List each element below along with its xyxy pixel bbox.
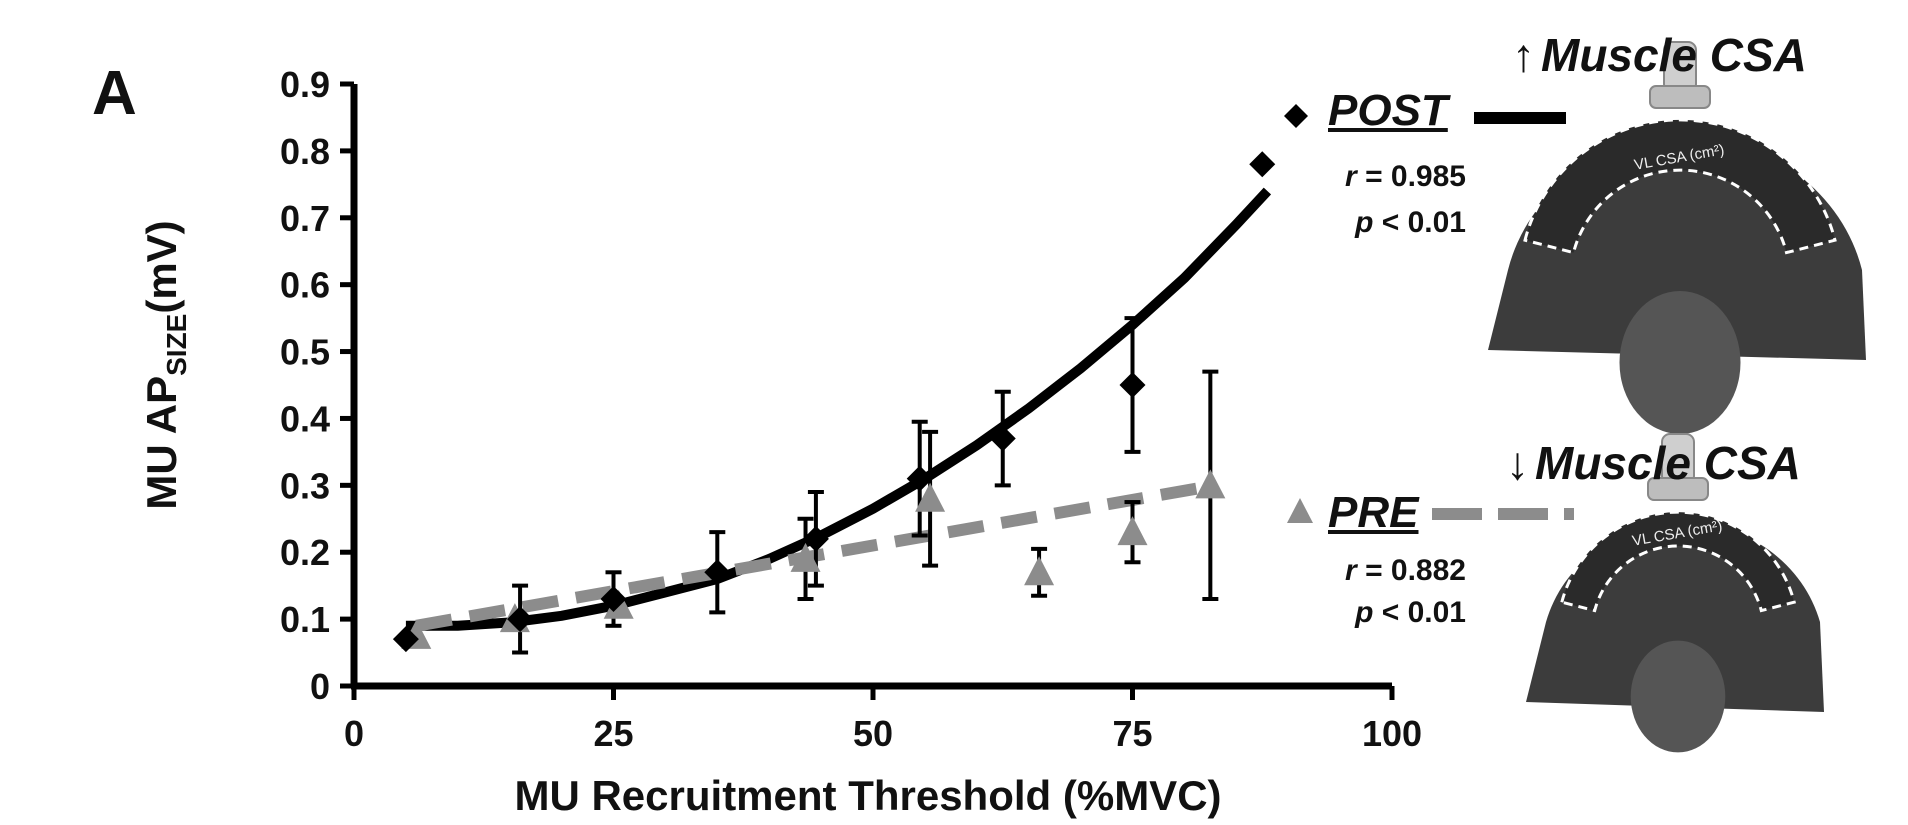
x-tick-label: 75	[1112, 713, 1152, 754]
legend-label-pre: PRE	[1328, 488, 1419, 537]
ultrasound-probe-head	[1647, 477, 1709, 501]
legend	[1284, 104, 1574, 523]
legend-marker-post	[1284, 104, 1308, 128]
data-markers	[392, 151, 1276, 653]
csa-title-text: Muscle CSA	[1541, 29, 1807, 81]
ultrasound-image-up: VL CSA (cm²)	[1488, 41, 1866, 434]
data-point-post	[1249, 151, 1276, 178]
vl-csa-outline	[1559, 510, 1797, 613]
pre-r-stat: r = 0.882	[1345, 554, 1466, 587]
data-point-post	[1119, 372, 1146, 398]
y-tick-label: 0.4	[280, 398, 330, 439]
up-arrow-icon: ↑	[1512, 29, 1535, 81]
y-tick-label: 0.5	[280, 332, 330, 373]
panel-letter: A	[92, 59, 137, 128]
y-tick-label: 0.7	[280, 198, 330, 239]
csa-title-text: Muscle CSA	[1535, 437, 1801, 489]
data-point-post	[600, 586, 627, 613]
y-axis-label: MU APSIZE(mV)	[138, 220, 192, 509]
femur-shadow	[1630, 640, 1726, 753]
data-point-pre	[790, 542, 821, 572]
csa-title-up: ↑ Muscle CSA	[1512, 28, 1807, 82]
ultrasound-probe-head	[1649, 85, 1711, 109]
y-tick-label: 0.2	[280, 532, 330, 573]
x-axis-label: MU Recruitment Threshold (%MVC)	[514, 772, 1221, 819]
y-tick-label: 0.8	[280, 131, 330, 172]
data-point-post	[906, 465, 933, 492]
x-tick-label: 0	[344, 713, 364, 754]
x-tick-label: 25	[593, 713, 633, 754]
ultrasound-image-down: VL CSA (cm²)	[1526, 433, 1824, 753]
post-r-stat: r = 0.985	[1345, 160, 1466, 193]
post-p-stat: p < 0.01	[1355, 206, 1466, 239]
data-point-pre	[915, 482, 946, 512]
legend-marker-pre	[1287, 498, 1313, 523]
data-point-post	[989, 425, 1016, 452]
y-tick-label: 0.9	[280, 64, 330, 105]
chart-axes	[350, 84, 1392, 690]
chart-ticks: 0 0.1 0.2 0.3 0.4 0.5 0.6 0.7 0.8 0.9 0 25 50 75 100	[280, 64, 1422, 754]
x-tick-label: 100	[1362, 713, 1422, 754]
x-tick-label: 50	[853, 713, 893, 754]
csa-title-down: ↓ Muscle CSA	[1506, 436, 1801, 490]
data-point-pre	[1117, 516, 1148, 546]
femur-shadow	[1619, 291, 1741, 434]
data-point-post	[392, 626, 419, 653]
y-tick-label: 0.1	[280, 599, 330, 640]
data-point-pre	[1024, 556, 1055, 586]
fit-line-post	[405, 187, 1272, 631]
y-tick-label: 0.3	[280, 465, 330, 506]
y-tick-label: 0	[310, 666, 330, 707]
data-point-pre	[1195, 469, 1226, 499]
data-point-post	[802, 525, 829, 552]
down-arrow-icon: ↓	[1506, 437, 1529, 489]
pre-p-stat: p < 0.01	[1355, 596, 1466, 629]
legend-label-post: POST	[1328, 86, 1448, 135]
y-tick-label: 0.6	[280, 265, 330, 306]
data-point-post	[704, 559, 731, 586]
vl-csa-outline	[1523, 118, 1837, 255]
data-point-post	[507, 606, 534, 633]
